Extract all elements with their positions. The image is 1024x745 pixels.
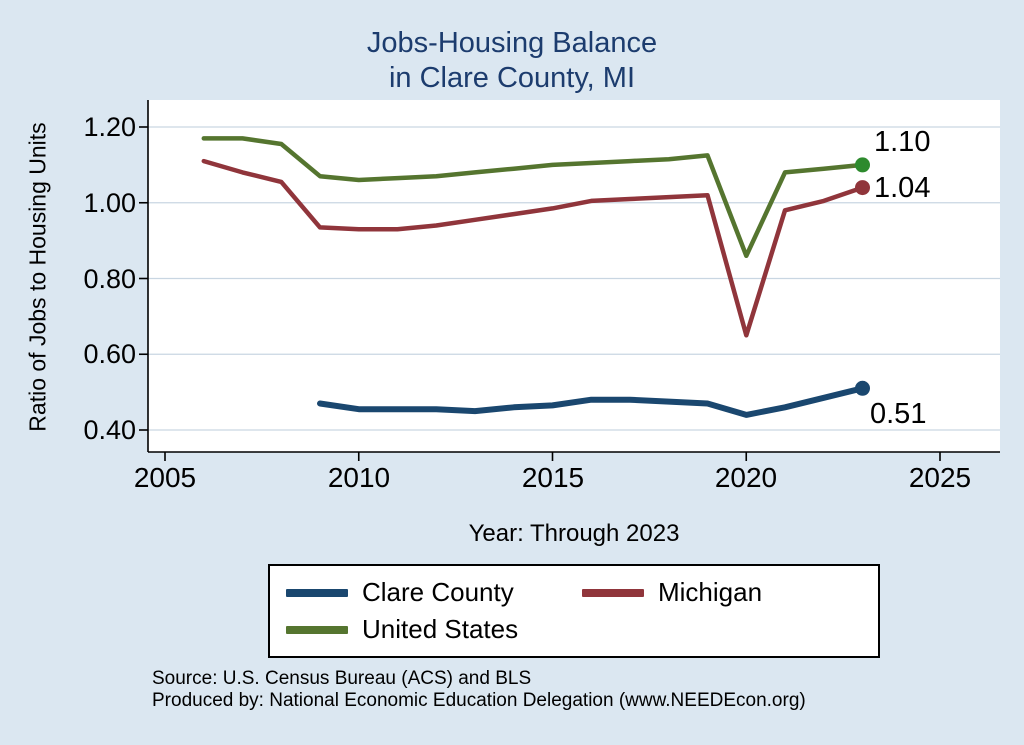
y-tick-label: 1.00 [83,188,136,218]
end-label-michigan: 1.04 [874,172,931,204]
y-tick-label: 1.20 [83,112,136,142]
legend-label: Clare County [362,577,514,607]
note-source: Source: U.S. Census Bureau (ACS) and BLS [152,668,532,689]
united-states-line-swatch [286,625,348,634]
chart-title: Jobs-Housing Balance in Clare County, MI [0,26,1024,96]
end-label-united-states: 1.10 [874,126,931,158]
michigan-line-swatch [582,588,644,597]
y-tick-label: 0.80 [83,264,136,294]
x-tick-label: 2015 [521,462,585,493]
x-tick-label: 2025 [908,462,972,493]
x-tick-label: 2020 [714,462,778,493]
chart-title-line1: Jobs-Housing Balance [366,27,658,59]
note-produced-by: Produced by: National Economic Education… [152,690,806,711]
legend-item-clare-county: Clare County [286,577,582,608]
x-tick-label: 2005 [133,462,197,493]
legend-item-michigan: Michigan [582,577,878,608]
legend: Clare County Michigan United States [268,564,880,658]
chart-title-line2: in Clare County, MI [388,62,636,94]
clare-county-line-swatch [286,588,348,597]
x-axis-title: Year: Through 2023 [468,520,680,547]
legend-label: United States [362,614,519,644]
y-tick-label: 0.60 [83,339,136,369]
y-tick-label: 0.40 [83,415,136,445]
legend-label: Michigan [658,577,763,607]
x-tick-label: 2010 [327,462,391,493]
legend-item-united-states: United States [286,614,582,645]
end-label-clare-county: 0.51 [870,398,927,430]
